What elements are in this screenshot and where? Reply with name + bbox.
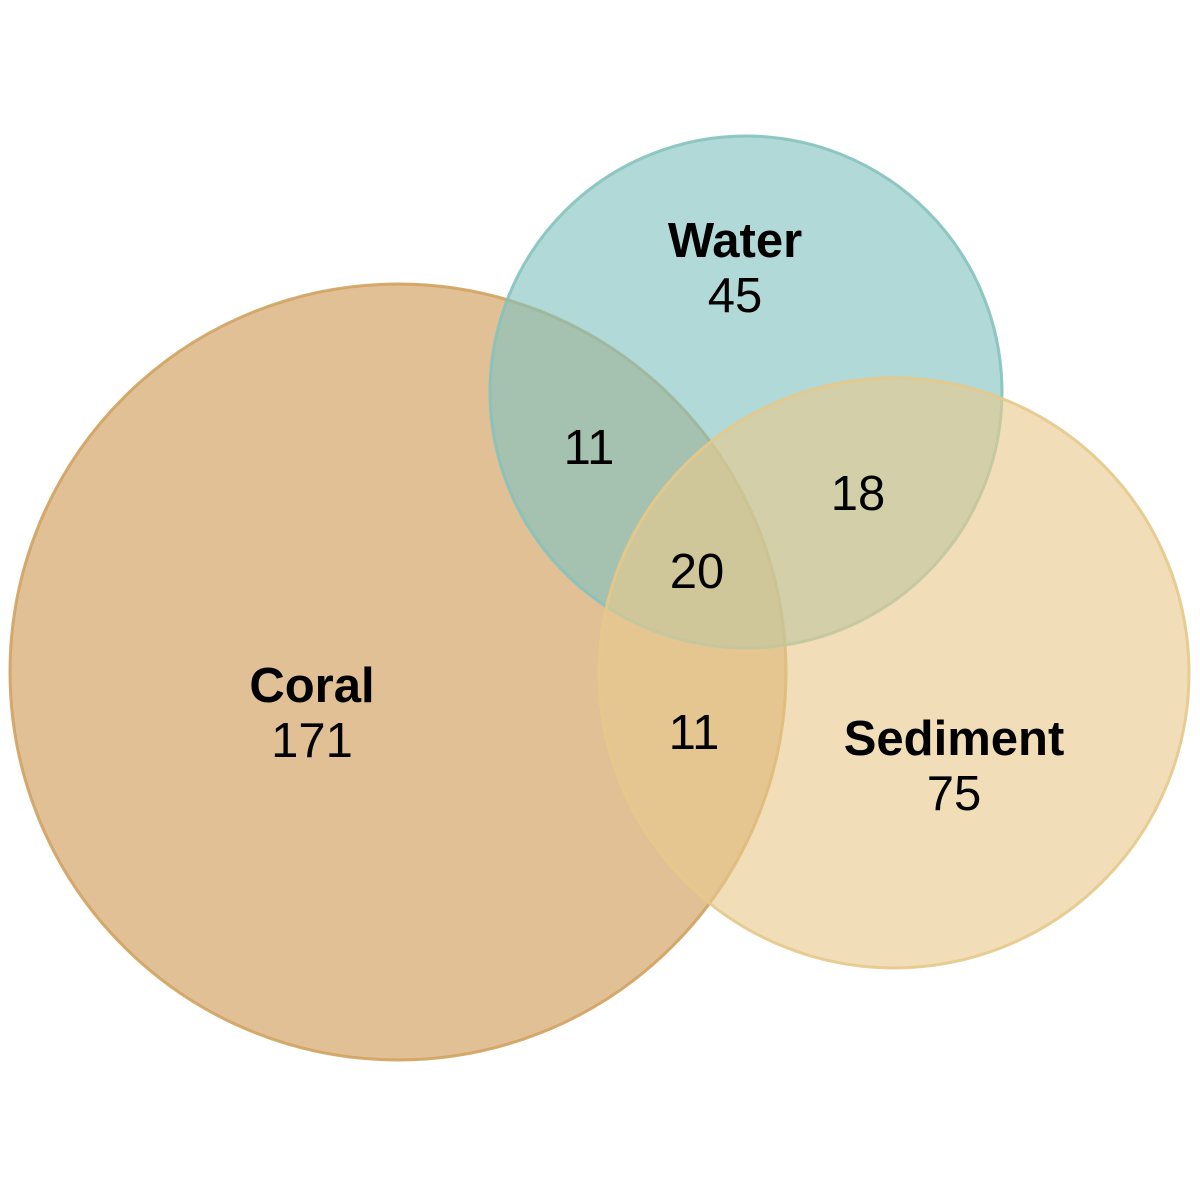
coral-water-count: 11 — [564, 421, 615, 475]
water-sediment-count: 18 — [831, 467, 886, 521]
water-only-count: 45 — [708, 269, 763, 323]
water-label: Water — [668, 214, 802, 268]
coral-only-count: 171 — [271, 714, 353, 768]
sediment-circle — [599, 378, 1189, 968]
sediment-circle-outline — [597, 376, 1191, 970]
coral-label: Coral — [249, 659, 374, 713]
sediment-label: Sediment — [844, 712, 1065, 766]
all-three-count: 20 — [670, 545, 725, 599]
sediment-only-count: 75 — [927, 767, 982, 821]
coral-sediment-count: 11 — [669, 706, 720, 760]
